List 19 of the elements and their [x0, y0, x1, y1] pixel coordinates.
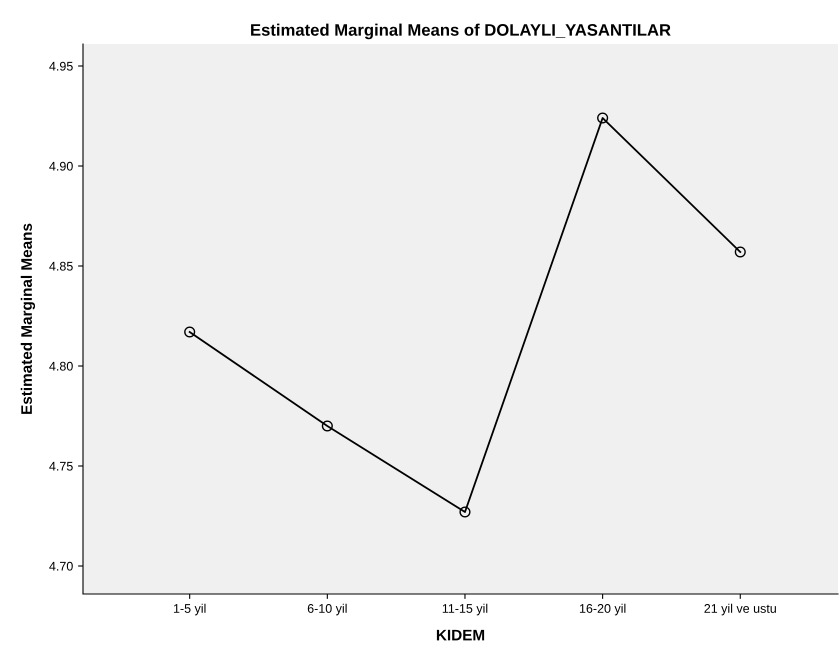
x-tick-label: 16-20 yil: [580, 604, 626, 616]
x-tick-label: 6-10 yil: [308, 604, 347, 616]
y-axis-title: Estimated Marginal Means: [20, 224, 36, 414]
point: [597, 112, 608, 124]
y-tick-label: 4.80: [49, 362, 73, 371]
y-tick-label: 4.70: [49, 562, 73, 571]
point: [459, 506, 471, 518]
point: [322, 420, 333, 432]
y-tick-label: 4.85: [49, 262, 73, 271]
y-tick-label: 4.95: [49, 62, 73, 71]
chart-title: Estimated Marginal Means of DOLAYLI_YASANTILAR: [251, 24, 671, 40]
x-tick-label: 21 yil ve ustu: [704, 604, 776, 616]
x-tick-label: 11-15 yil: [442, 604, 488, 616]
x-axis-title: KIDEM: [436, 630, 484, 640]
y-tick-label: 4.90: [49, 162, 73, 171]
y-tick-label: 4.75: [49, 462, 73, 471]
x-tick-label: 1-5 yil: [174, 604, 206, 616]
point: [184, 326, 196, 338]
point: [734, 246, 746, 258]
